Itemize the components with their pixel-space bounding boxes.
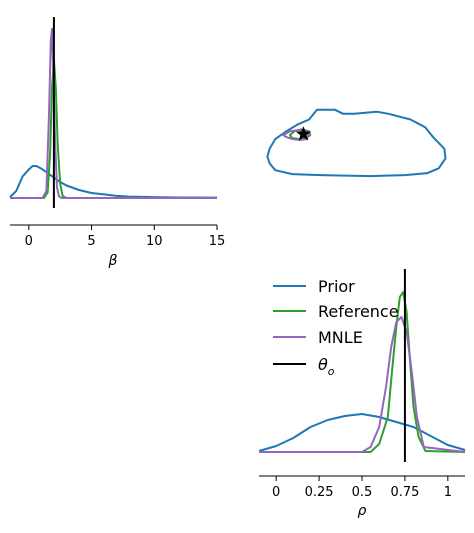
beta-tick-label: 5 xyxy=(87,234,95,249)
rho-tick-label: 0.75 xyxy=(390,485,419,500)
joint-contour-panel xyxy=(266,108,447,178)
legend-entry-mnle: MNLE xyxy=(273,328,363,347)
beta-x-ticks: 0 5 10 15 xyxy=(25,225,226,249)
legend-label-prior: Prior xyxy=(318,277,355,296)
rho-tick-label: 0.5 xyxy=(352,485,373,500)
legend: Prior Reference MNLE θo xyxy=(273,277,399,378)
beta-marginal-panel: 0 5 10 15 β xyxy=(9,17,226,269)
rho-x-ticks: 0 0.25 0.5 0.75 1 xyxy=(272,476,452,500)
beta-tick-label: 15 xyxy=(209,234,226,249)
legend-label-reference: Reference xyxy=(318,302,399,321)
rho-series-mnle xyxy=(259,316,466,453)
rho-series-prior xyxy=(258,413,466,452)
rho-density-lines xyxy=(258,269,466,462)
beta-series-reference xyxy=(10,58,217,199)
beta-x-label: β xyxy=(108,253,118,269)
legend-entry-prior: Prior xyxy=(273,277,355,296)
beta-density-lines xyxy=(9,17,218,208)
beta-series-prior xyxy=(9,165,218,199)
legend-entry-theta-o: θo xyxy=(273,355,335,378)
rho-marginal-panel: 0 0.25 0.5 0.75 1 ρ xyxy=(258,269,466,519)
legend-label-theta-o: θo xyxy=(318,355,335,378)
beta-series-mnle xyxy=(10,27,217,199)
rho-tick-label: 0.25 xyxy=(305,485,334,500)
beta-tick-label: 0 xyxy=(25,234,33,249)
legend-label-mnle: MNLE xyxy=(318,328,363,347)
legend-entry-reference: Reference xyxy=(273,302,399,321)
rho-series-reference xyxy=(259,291,466,453)
contour-series-prior xyxy=(266,108,447,178)
rho-tick-label: 0 xyxy=(272,485,280,500)
legend-label-theta: θ xyxy=(318,355,328,374)
legend-label-theta-subscript: o xyxy=(328,365,335,378)
contour-series-mnle xyxy=(282,129,311,141)
rho-x-label: ρ xyxy=(358,503,367,519)
beta-tick-label: 10 xyxy=(146,234,163,249)
rho-tick-label: 1 xyxy=(444,485,452,500)
joint-contour-lines xyxy=(266,108,447,178)
true-parameter-star-icon xyxy=(295,126,312,141)
